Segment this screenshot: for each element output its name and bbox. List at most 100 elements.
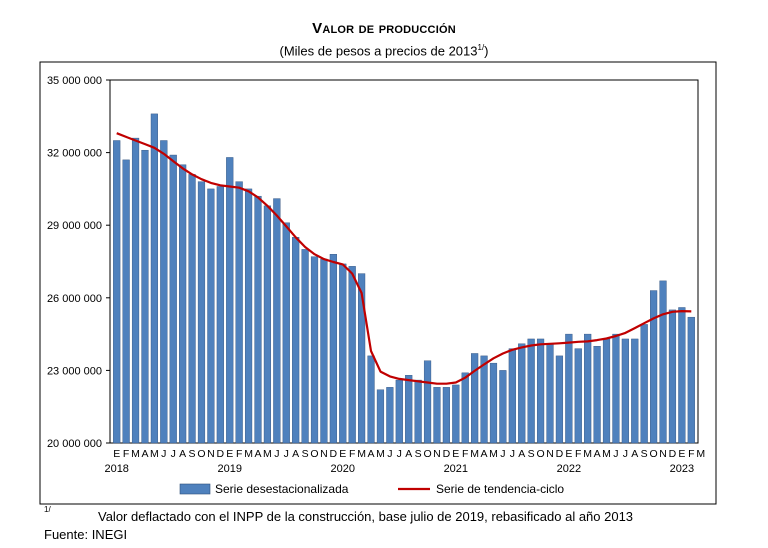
x-month-label: M <box>489 448 498 460</box>
x-month-label: A <box>368 448 375 460</box>
x-month-label: J <box>274 448 279 460</box>
bar-6 <box>169 154 177 444</box>
bar-32 <box>414 379 422 444</box>
x-month-label: J <box>623 448 628 460</box>
x-month-label: D <box>330 448 338 460</box>
x-month-label: F <box>575 448 581 460</box>
bar-24 <box>339 263 347 444</box>
bar-11 <box>216 186 224 444</box>
x-month-label: E <box>678 448 685 460</box>
bar-46 <box>546 343 554 444</box>
x-month-label: E <box>452 448 459 460</box>
bar-12 <box>226 157 234 444</box>
bar-37 <box>461 372 469 444</box>
x-month-label: M <box>696 448 705 460</box>
x-month-label: D <box>217 448 225 460</box>
bar-44 <box>527 338 535 444</box>
x-month-label: S <box>415 448 422 460</box>
bar-33 <box>423 360 432 444</box>
x-month-label: D <box>556 448 564 460</box>
y-tick-label: 35 000 000 <box>47 75 102 87</box>
bar-27 <box>367 355 375 444</box>
bar-41 <box>499 370 507 444</box>
bar-34 <box>433 387 441 444</box>
y-tick-label: 29 000 000 <box>47 220 102 232</box>
x-month-label: S <box>189 448 196 460</box>
x-month-label: O <box>423 448 431 460</box>
x-month-label: N <box>320 448 328 460</box>
x-month-label: J <box>284 448 289 460</box>
x-month-label: O <box>310 448 318 460</box>
bar-1 <box>122 159 130 444</box>
bar-54 <box>621 338 629 444</box>
chart-subtitle-close: ) <box>484 43 489 59</box>
x-month-label: N <box>207 448 215 460</box>
x-month-label: O <box>650 448 658 460</box>
x-month-label: M <box>583 448 592 460</box>
bar-16 <box>263 205 272 444</box>
bar-47 <box>555 355 564 444</box>
x-month-label: N <box>546 448 554 460</box>
bar-40 <box>489 362 498 444</box>
bar-39 <box>480 355 488 444</box>
bar-21 <box>310 256 319 444</box>
bar-38 <box>471 353 479 444</box>
x-month-label: F <box>688 448 694 460</box>
bar-35 <box>442 387 450 444</box>
x-month-label: J <box>613 448 618 460</box>
x-month-label: A <box>481 448 488 460</box>
x-year-label: 2019 <box>217 463 241 475</box>
legend-bar-label: Serie desestacionalizada <box>215 482 349 496</box>
x-month-label: D <box>443 448 451 460</box>
bar-26 <box>358 273 366 444</box>
bar-56 <box>640 324 648 444</box>
bar-9 <box>197 181 206 444</box>
footnote-mark: 1/ <box>44 505 51 514</box>
x-month-label: N <box>433 448 441 460</box>
bar-29 <box>386 387 394 444</box>
bar-59 <box>668 309 677 444</box>
bar-48 <box>565 333 573 444</box>
chart-subtitle: (Miles de pesos a precios de 20131/) <box>0 43 768 58</box>
bar-49 <box>574 348 582 444</box>
bar-51 <box>593 346 601 444</box>
bar-50 <box>584 333 592 444</box>
x-year-label: 2023 <box>670 463 694 475</box>
legend-line-label: Serie de tendencia-ciclo <box>436 482 564 496</box>
x-month-label: J <box>397 448 402 460</box>
bar-17 <box>273 198 281 444</box>
x-month-label: J <box>171 448 176 460</box>
x-month-label: O <box>197 448 205 460</box>
x-month-label: J <box>387 448 392 460</box>
x-month-label: O <box>536 448 544 460</box>
bar-58 <box>659 280 667 444</box>
bar-23 <box>329 254 337 444</box>
x-month-label: J <box>510 448 515 460</box>
bar-36 <box>452 384 460 444</box>
bar-30 <box>395 379 403 444</box>
x-month-label: M <box>602 448 611 460</box>
x-month-label: A <box>292 448 299 460</box>
chart-title-text: Valor de producción <box>312 20 456 37</box>
bar-8 <box>188 174 196 444</box>
bar-18 <box>282 222 290 444</box>
x-month-label: A <box>405 448 412 460</box>
bar-53 <box>612 333 620 444</box>
x-month-label: M <box>150 448 159 460</box>
x-month-label: E <box>565 448 572 460</box>
bar-22 <box>320 258 328 444</box>
x-month-label: A <box>179 448 186 460</box>
bar-25 <box>348 266 356 444</box>
x-month-label: A <box>594 448 601 460</box>
x-month-label: S <box>302 448 309 460</box>
x-month-label: J <box>500 448 505 460</box>
bar-28 <box>376 389 385 444</box>
y-tick-label: 26 000 000 <box>47 293 102 305</box>
bar-2 <box>131 137 140 444</box>
x-month-label: S <box>641 448 648 460</box>
bar-52 <box>602 338 611 444</box>
plot-area <box>109 79 699 444</box>
bar-3 <box>141 149 149 444</box>
bar-5 <box>160 140 168 444</box>
